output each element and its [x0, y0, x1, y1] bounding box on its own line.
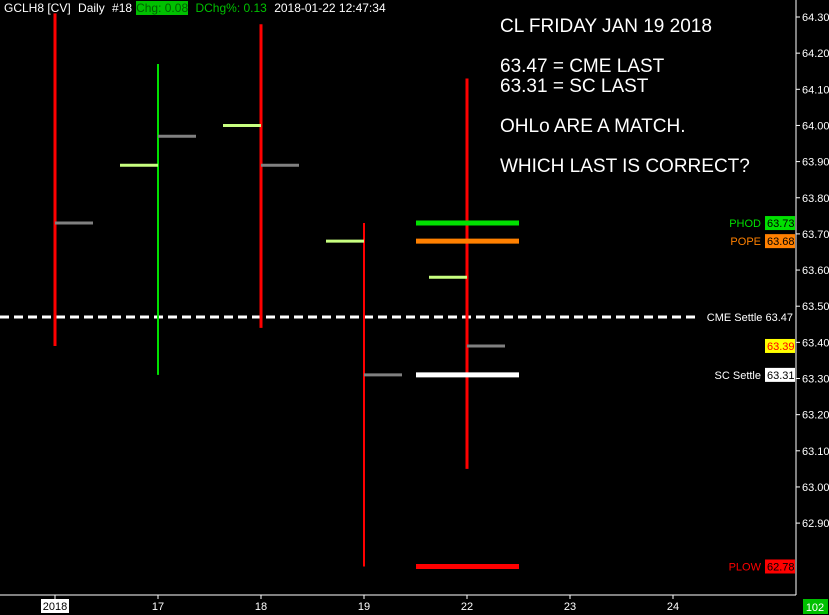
y-tick-label: 62.90	[802, 518, 829, 530]
level-label: PLOW	[729, 561, 762, 573]
level-price-box	[765, 234, 795, 249]
y-tick-label: 63.90	[802, 157, 829, 169]
annotation-line: WHICH LAST IS CORRECT?	[500, 156, 750, 177]
y-tick-label: 63.10	[802, 446, 829, 458]
change-percent: DChg%: 0.13	[195, 1, 267, 15]
annotation-line: 63.31 = SC LAST	[500, 76, 649, 97]
annotation: CL FRIDAY JAN 19 2018 63.47 = CME LAST 6…	[500, 17, 750, 177]
level-price-box	[765, 216, 795, 231]
y-tick-label: 64.30	[802, 12, 829, 24]
bar-count: 102	[806, 602, 824, 614]
chart-header: GCLH8 [CV] Daily #18 Chg: 0.08 DChg%: 0.1…	[4, 1, 390, 15]
change: Chg: 0.08	[136, 1, 189, 15]
y-tick-label: 63.30	[802, 374, 829, 386]
x-tick-label: 17	[152, 601, 164, 613]
y-tick-label: 64.10	[802, 84, 829, 96]
cme-settle-label: CME Settle 63.47	[707, 312, 793, 324]
symbol: GCLH8 [CV]	[4, 1, 71, 15]
level-label: POPE	[730, 236, 761, 248]
y-tick-label: 63.60	[802, 265, 829, 277]
bar-number: #18	[112, 1, 133, 15]
bar-count-box	[803, 599, 828, 614]
x-tick-label: 2018	[43, 601, 67, 613]
level-price: 63.68	[767, 236, 795, 248]
level-price-box	[765, 559, 795, 574]
annotation-line: CL FRIDAY JAN 19 2018	[500, 16, 712, 37]
level-price: 63.73	[767, 218, 795, 230]
x-tick-label: 24	[667, 601, 679, 613]
timestamp: 2018-01-22 12:47:34	[274, 1, 386, 15]
x-tick-label: 22	[461, 601, 473, 613]
annotation-line: 63.47 = CME LAST	[500, 56, 665, 77]
y-tick-label: 64.20	[802, 48, 829, 60]
annotation-line: OHLo ARE A MATCH.	[500, 116, 686, 137]
x-tick-label: 19	[358, 601, 370, 613]
level-label: SC Settle	[715, 370, 761, 382]
x-label-box	[41, 599, 69, 613]
level-price: 63.31	[767, 370, 795, 382]
y-tick-label: 63.00	[802, 482, 829, 494]
y-tick-label: 63.40	[802, 337, 829, 349]
last-price: 63.39	[767, 341, 795, 353]
y-tick-label: 63.20	[802, 410, 829, 422]
level-price: 62.78	[767, 561, 795, 573]
x-tick-label: 18	[255, 601, 267, 613]
x-tick-label: 23	[564, 601, 576, 613]
last-price-box	[765, 338, 795, 353]
y-tick-label: 63.80	[802, 193, 829, 205]
level-label: PHOD	[729, 218, 761, 230]
y-tick-label: 63.50	[802, 301, 829, 313]
interval: Daily	[78, 1, 105, 15]
y-tick-label: 64.00	[802, 120, 829, 132]
y-tick-label: 63.70	[802, 229, 829, 241]
level-price-box	[765, 367, 795, 382]
